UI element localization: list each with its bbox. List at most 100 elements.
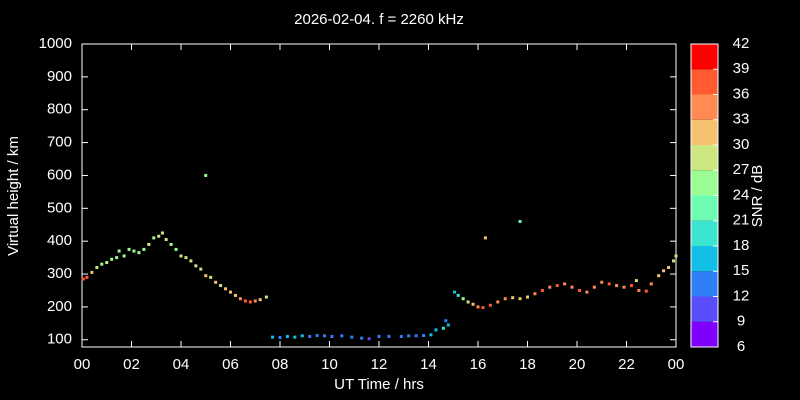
x-tick-label: 10	[321, 356, 338, 373]
point	[488, 303, 492, 307]
point	[476, 305, 480, 309]
point	[444, 319, 448, 323]
point	[456, 293, 460, 297]
colorbar-tick-label: 39	[733, 60, 750, 77]
point	[429, 333, 433, 337]
point	[264, 295, 268, 299]
colorbar-swatch	[691, 271, 718, 297]
y-tick-label: 900	[47, 68, 72, 85]
colorbar-tick-label: 27	[733, 161, 750, 178]
colorbar-tick-label: 42	[733, 35, 750, 52]
point	[555, 284, 559, 288]
y-tick-label: 700	[47, 134, 72, 151]
x-tick-label: 16	[470, 356, 487, 373]
point	[219, 284, 223, 288]
point	[253, 299, 257, 303]
point	[622, 285, 626, 289]
point	[471, 302, 475, 306]
y-tick-label: 500	[47, 199, 72, 216]
x-tick-label: 04	[173, 356, 190, 373]
colorbar-swatch	[691, 145, 718, 171]
point	[422, 333, 426, 337]
point	[224, 287, 228, 291]
point	[132, 249, 136, 253]
point	[233, 293, 237, 297]
point	[127, 247, 131, 251]
point	[100, 262, 104, 266]
point	[511, 296, 515, 300]
point	[110, 257, 114, 261]
point	[518, 219, 522, 223]
colorbar-swatch	[691, 170, 718, 196]
point	[95, 265, 99, 269]
colorbar-swatch	[691, 246, 718, 272]
point	[122, 254, 126, 258]
point	[90, 270, 94, 274]
point	[526, 295, 529, 299]
y-tick-label: 300	[47, 265, 72, 282]
y-axis-label: Virtual height / km	[5, 136, 22, 256]
point	[585, 290, 589, 294]
point	[204, 173, 208, 177]
colorbar-tick-label: 36	[733, 85, 750, 102]
point	[434, 328, 438, 332]
point	[563, 282, 567, 286]
point	[238, 297, 242, 301]
colorbar-tick-label: 21	[733, 212, 750, 229]
point	[137, 251, 141, 255]
point	[672, 259, 676, 263]
colorbar-swatch	[691, 321, 718, 347]
point	[243, 299, 247, 303]
colorbar-tick-label: 6	[737, 338, 745, 355]
point	[637, 288, 641, 292]
point	[174, 247, 178, 251]
x-tick-label: 06	[222, 356, 239, 373]
colorbar-tick-label: 30	[733, 136, 750, 153]
point	[85, 275, 89, 279]
point	[184, 256, 188, 260]
point	[340, 334, 344, 338]
point	[189, 259, 193, 263]
point	[577, 288, 581, 292]
colorbar-swatch	[691, 44, 718, 70]
x-tick-label: 00	[668, 356, 685, 373]
colorbar-swatch	[691, 69, 718, 95]
point	[271, 335, 275, 339]
point	[300, 334, 304, 338]
point	[360, 336, 364, 340]
point	[285, 334, 289, 338]
point	[204, 274, 208, 278]
point	[117, 249, 121, 253]
point	[634, 279, 638, 283]
point	[323, 334, 327, 338]
point	[367, 337, 371, 341]
point	[278, 335, 282, 339]
point	[330, 334, 334, 338]
point	[248, 300, 252, 304]
point	[540, 288, 544, 292]
point	[461, 297, 465, 301]
point	[503, 297, 507, 301]
point	[147, 242, 151, 246]
chart-title: 2026-02-04. f = 2260 kHz	[294, 11, 464, 28]
colorbar-swatch	[691, 195, 718, 221]
x-tick-label: 08	[272, 356, 289, 373]
x-tick-label: 18	[519, 356, 536, 373]
point	[570, 285, 574, 289]
point	[496, 300, 500, 304]
y-tick-label: 200	[47, 298, 72, 315]
point	[293, 335, 297, 339]
point	[667, 265, 671, 269]
point	[258, 298, 262, 302]
point	[199, 267, 203, 271]
point	[377, 334, 381, 338]
point	[407, 334, 411, 338]
point	[308, 334, 312, 338]
point	[662, 269, 666, 273]
point	[483, 236, 487, 240]
point	[229, 290, 232, 294]
point	[629, 284, 633, 288]
